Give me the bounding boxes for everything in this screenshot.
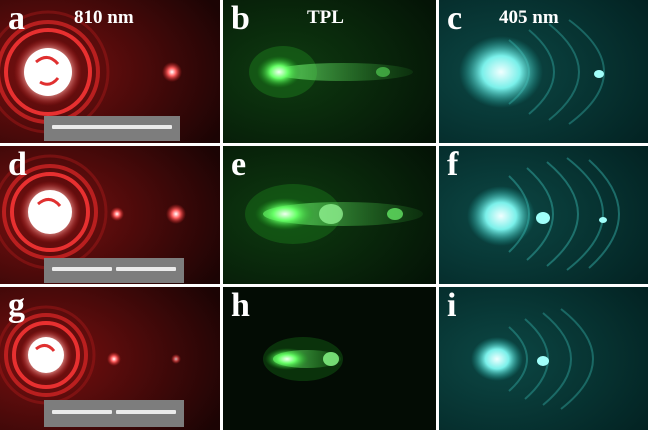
column-header-405nm: 405 nm <box>499 7 559 28</box>
panel-b-image <box>223 0 436 143</box>
sem-inset-a <box>44 116 180 141</box>
panel-label-a: a <box>8 0 25 37</box>
panel-c-image <box>439 0 648 143</box>
panel-h: h <box>223 287 436 430</box>
panel-a-image <box>0 0 220 143</box>
panel-b: b TPL <box>223 0 436 143</box>
panel-f-image <box>439 146 648 284</box>
panel-c: c 405 nm <box>439 0 648 143</box>
sem-inset-d <box>44 258 184 283</box>
panel-i: i <box>439 287 648 430</box>
panel-label-h: h <box>231 287 250 324</box>
sem-inset-g <box>44 400 184 427</box>
panel-f: f <box>439 146 648 284</box>
panel-g: g <box>0 287 220 430</box>
panel-label-b: b <box>231 0 250 37</box>
panel-e: e <box>223 146 436 284</box>
nanowire-g-right <box>116 410 176 415</box>
panel-label-g: g <box>8 287 25 324</box>
panel-a: a 810 nm <box>0 0 220 143</box>
panel-label-d: d <box>8 146 27 183</box>
panel-i-image <box>439 287 648 430</box>
panel-label-i: i <box>447 287 457 324</box>
panel-d: d <box>0 146 220 284</box>
panel-label-c: c <box>447 0 463 37</box>
nanowire-d-right <box>116 267 176 272</box>
nanowire-d-left <box>52 267 112 272</box>
panel-label-f: f <box>447 146 459 183</box>
column-header-810nm: 810 nm <box>74 7 134 28</box>
panel-h-image <box>223 287 436 430</box>
nanowire-g-left <box>52 410 112 415</box>
panel-e-image <box>223 146 436 284</box>
column-header-tpl: TPL <box>307 7 344 28</box>
panel-label-e: e <box>231 146 247 183</box>
nanowire-a <box>52 125 172 130</box>
